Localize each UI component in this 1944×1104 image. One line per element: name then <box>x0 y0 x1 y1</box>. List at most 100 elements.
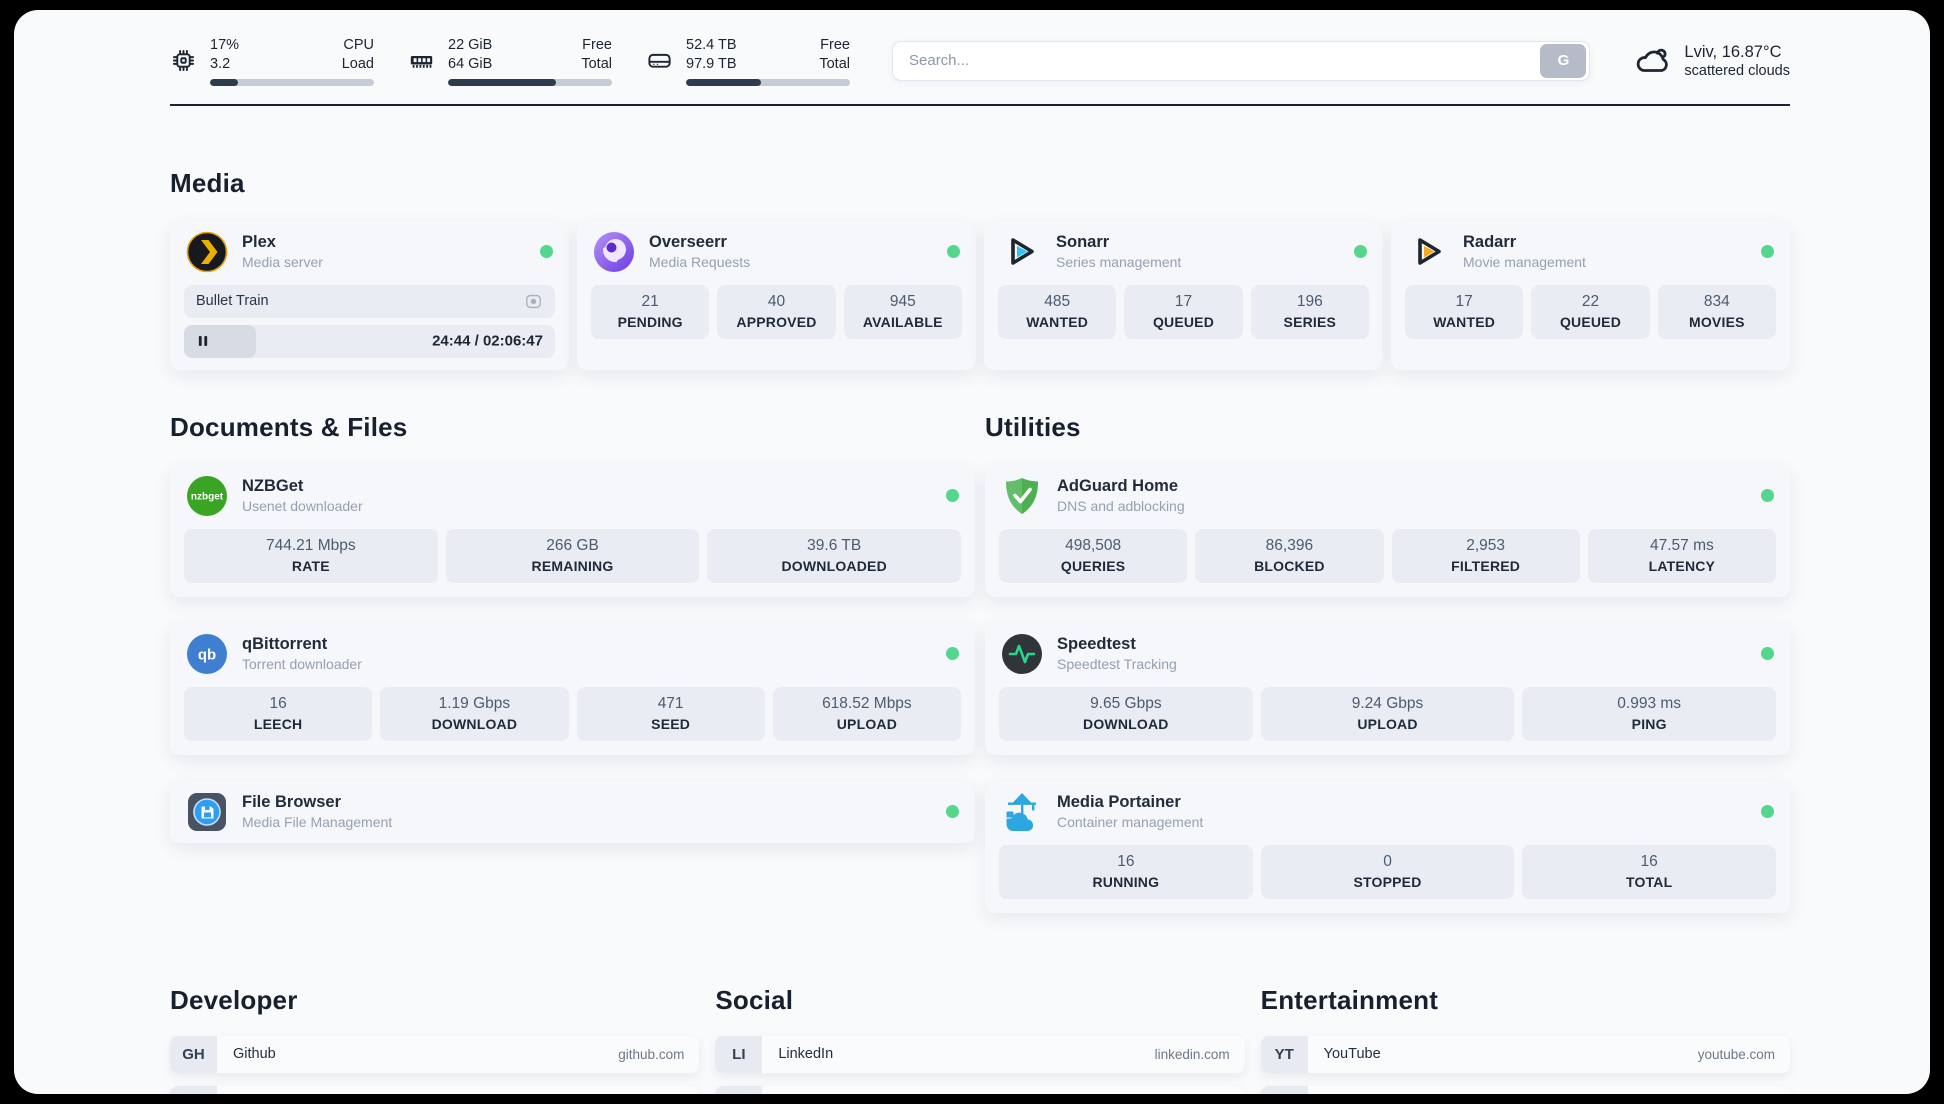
svg-text:qb: qb <box>198 646 216 663</box>
adguard-icon <box>1001 475 1043 517</box>
system-metric-memory: 22 GiB 64 GiB Free Total <box>408 36 612 86</box>
stats-row: 744.21 Mbps RATE 266 GB REMAINING 39.6 T… <box>170 527 975 597</box>
stat-value: 485 <box>1044 292 1071 310</box>
pause-icon[interactable] <box>193 331 213 351</box>
stat-label: MOVIES <box>1688 313 1745 330</box>
stat-label: APPROVED <box>736 313 817 330</box>
stat-value: 744.21 Mbps <box>266 536 356 554</box>
metric-progress-track <box>448 78 612 86</box>
stat-label: QUERIES <box>1060 557 1126 574</box>
stat-value: 0 <box>1383 852 1392 870</box>
stat-label: QUEUED <box>1152 313 1215 330</box>
stat-label: QUEUED <box>1559 313 1622 330</box>
topbar: 17% 3.2 CPU Load 22 GiB 64 GiB <box>170 36 1790 86</box>
bookmark-link-netflix[interactable]: NF Netflix netflix.com <box>1260 1085 1790 1094</box>
bookmark-url: youtube.com <box>1697 1046 1775 1062</box>
card-overseerr[interactable]: Overseerr Media Requests 21 PENDING 40 A… <box>577 220 976 370</box>
app-description: Usenet downloader <box>242 498 363 515</box>
filebrowser-icon <box>186 791 228 833</box>
stat-box: 618.52 Mbps UPLOAD <box>772 686 961 741</box>
search-input[interactable] <box>893 52 1541 70</box>
bookmark-link-youtube[interactable]: YT YouTube youtube.com <box>1260 1035 1790 1073</box>
app-card-head: Overseerr Media Requests <box>577 221 976 283</box>
radarr-icon <box>1407 231 1449 273</box>
stat-box: 9.24 Gbps UPLOAD <box>1260 686 1515 741</box>
stat-label: BLOCKED <box>1254 557 1325 574</box>
app-description: Container management <box>1057 814 1204 831</box>
stats-row: 17 WANTED 22 QUEUED 834 MOVIES <box>1391 283 1790 353</box>
bookmark-link-twitter[interactable]: TW Twitter twitter.com <box>715 1085 1245 1094</box>
weather-widget: Lviv, 16.87°C scattered clouds <box>1634 42 1790 79</box>
metric-label-top: Free <box>582 37 612 53</box>
stat-box: 471 SEED <box>576 686 765 741</box>
bookmark-link-linkedin[interactable]: LI LinkedIn linkedin.com <box>715 1035 1245 1073</box>
bookmark-abbr: GH <box>170 1035 217 1073</box>
status-dot-online <box>1761 805 1774 819</box>
metric-progress-fill <box>210 78 238 86</box>
status-dot-online <box>540 245 553 259</box>
stat-box: 196 SERIES <box>1250 284 1369 339</box>
card-portainer[interactable]: Media Portainer Container management 16 … <box>985 780 1790 913</box>
stat-label: LATENCY <box>1648 557 1716 574</box>
now-playing-row: Bullet Train <box>184 284 555 318</box>
stat-label: PENDING <box>617 313 683 330</box>
stat-value: 86,396 <box>1265 536 1314 554</box>
bookmark-link-github[interactable]: GH Github github.com <box>170 1035 700 1073</box>
metric-progress-track <box>210 78 374 86</box>
bookmark-group-social: Social LI LinkedIn linkedin.com TW Twitt… <box>715 985 1245 1094</box>
metric-label-bottom: Total <box>819 55 850 72</box>
metric-value-bottom: 64 GiB <box>448 55 493 72</box>
metric-label-bottom: Total <box>581 55 612 72</box>
documents-cards: nzbget NZBGet Usenet downloader 744.21 M… <box>170 464 975 843</box>
stats-row: 9.65 Gbps DOWNLOAD 9.24 Gbps UPLOAD 0.99… <box>985 685 1790 755</box>
app-card-head: Sonarr Series management <box>984 221 1383 283</box>
app-description: Media Requests <box>649 254 751 271</box>
stat-box: 744.21 Mbps RATE <box>184 528 438 583</box>
stat-label: RUNNING <box>1092 873 1160 890</box>
card-sonarr[interactable]: Sonarr Series management 485 WANTED 17 Q… <box>984 220 1383 370</box>
status-dot-online <box>1761 647 1774 661</box>
sonarr-icon <box>1000 231 1042 273</box>
bookmark-abbr: LI <box>715 1035 763 1073</box>
bookmark-name: Github <box>233 1046 276 1063</box>
stat-box: 0.993 ms PING <box>1522 686 1777 741</box>
card-qbittorrent[interactable]: qb qBittorrent Torrent downloader 16 LEE… <box>170 622 975 755</box>
bookmark-link-stackoverflow[interactable]: SO StackOverflow stackoverflow.com <box>170 1085 700 1094</box>
utilities-cards: AdGuard Home DNS and adblocking 498,508 … <box>985 464 1790 913</box>
bookmark-group-developer: Developer GH Github github.com SO StackO… <box>170 985 700 1094</box>
stat-label: SEED <box>651 715 691 732</box>
stat-value: 17 <box>1174 292 1193 310</box>
stat-value: 9.65 Gbps <box>1090 694 1162 712</box>
card-adguard[interactable]: AdGuard Home DNS and adblocking 498,508 … <box>985 464 1790 597</box>
stat-value: 16 <box>1117 852 1135 870</box>
stat-label: WANTED <box>1026 313 1089 330</box>
status-dot-online <box>1761 489 1774 503</box>
ram-icon <box>408 47 435 74</box>
metric-progress-fill <box>686 78 762 86</box>
search-engine-button[interactable]: G <box>1540 43 1587 78</box>
stat-box: 945 AVAILABLE <box>843 284 962 339</box>
bookmark-url: linkedin.com <box>1154 1046 1230 1062</box>
stat-label: RATE <box>291 557 330 574</box>
stat-value: 16 <box>1640 852 1658 870</box>
card-filebrowser[interactable]: File Browser Media File Management <box>170 780 975 843</box>
card-radarr[interactable]: Radarr Movie management 17 WANTED 22 QUE… <box>1391 220 1790 370</box>
speedtest-icon <box>1001 633 1043 675</box>
stat-value: 834 <box>1703 292 1730 310</box>
stat-box: 0 STOPPED <box>1260 844 1515 899</box>
metric-progress-track <box>686 78 850 86</box>
stat-value: 2,953 <box>1466 536 1506 554</box>
card-plex[interactable]: Plex Media server Bullet Train 24:44 / 0… <box>170 220 569 370</box>
stats-row: 485 WANTED 17 QUEUED 196 SERIES <box>984 283 1383 353</box>
cloud-icon <box>1634 42 1671 79</box>
search-box: G <box>892 40 1591 81</box>
stat-label: UPLOAD <box>1357 715 1418 732</box>
bookmark-abbr: SO <box>170 1085 217 1094</box>
stat-label: DOWNLOADED <box>781 557 887 574</box>
app-card-head: Media Portainer Container management <box>985 781 1790 843</box>
app-description: Media File Management <box>242 814 393 831</box>
card-speedtest[interactable]: Speedtest Speedtest Tracking 9.65 Gbps D… <box>985 622 1790 755</box>
card-nzbget[interactable]: nzbget NZBGet Usenet downloader 744.21 M… <box>170 464 975 597</box>
bookmark-url: github.com <box>618 1046 685 1062</box>
app-name: NZBGet <box>242 477 304 496</box>
